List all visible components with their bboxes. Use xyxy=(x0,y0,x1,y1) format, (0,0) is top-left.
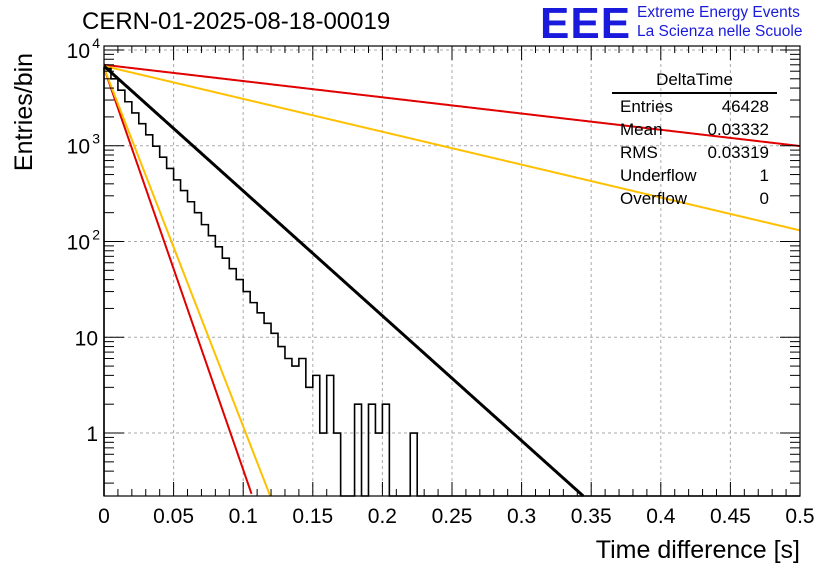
x-tick-label: 0.3 xyxy=(507,505,536,528)
stats-label: RMS xyxy=(620,143,658,162)
y-tick-label: 1 xyxy=(86,423,98,446)
stats-value: 0.03319 xyxy=(707,143,769,162)
histogram-bin xyxy=(313,375,320,496)
y-tick-label: 10 xyxy=(67,136,90,159)
fit-curve-main xyxy=(102,64,585,498)
logo-caption: Extreme Energy Events La Scienza nelle S… xyxy=(637,3,802,41)
histogram-bin xyxy=(375,433,382,496)
histogram-bin xyxy=(118,90,125,496)
x-tick-labels: 0 0.05 0.1 0.15 0.2 0.25 0.3 0.35 0.4 0.45 0.5 xyxy=(98,505,814,528)
x-tick-label: 0.2 xyxy=(368,505,397,528)
histogram-bin xyxy=(355,404,362,496)
histogram-bin xyxy=(132,113,139,496)
histogram-bin xyxy=(188,202,195,496)
axis-ticks xyxy=(103,46,801,496)
x-tick-label: 0 xyxy=(98,505,110,528)
stats-row-overflow: Overflow 0 xyxy=(612,187,777,210)
histogram-bin xyxy=(236,280,243,496)
stats-row-mean: Mean 0.03332 xyxy=(612,118,777,141)
histogram-bin xyxy=(208,236,215,496)
x-tick-label: 0.05 xyxy=(153,505,194,528)
logo-line-1: Extreme Energy Events xyxy=(637,4,800,21)
histogram-bin xyxy=(285,359,292,496)
y-tick-label: 10 xyxy=(67,40,90,63)
x-tick-label: 0.15 xyxy=(292,505,333,528)
stats-row-underflow: Underflow 1 xyxy=(612,164,777,187)
logo-line-2: La Scienza nelle Scuole xyxy=(637,23,803,40)
stats-value: 0.03332 xyxy=(707,120,769,139)
y-tick-exponent: 3 xyxy=(92,131,100,147)
stats-value: 46428 xyxy=(721,97,769,116)
stats-box: DeltaTime Entries 46428 Mean 0.03332 RMS… xyxy=(612,69,777,210)
histogram-bin xyxy=(327,375,334,496)
histogram-bin xyxy=(382,404,389,496)
histogram-bin xyxy=(299,359,306,496)
y-axis-label: Entries/bin xyxy=(10,53,38,171)
x-axis-label: Time difference [s] xyxy=(596,536,800,564)
histogram-bin xyxy=(264,323,271,496)
eee-logo: EEE xyxy=(540,0,632,48)
y-tick-label: 10 xyxy=(67,231,90,254)
histogram-bin xyxy=(271,333,278,496)
fit-curve xyxy=(102,64,585,498)
histogram-bin xyxy=(278,347,285,496)
histogram-bin xyxy=(292,366,299,496)
chart-title: CERN-01-2025-08-18-00019 xyxy=(82,8,391,35)
x-tick-label: 0.25 xyxy=(432,505,473,528)
histogram-bin xyxy=(167,168,174,496)
stats-label: Underflow xyxy=(620,166,697,185)
x-tick-label: 0.1 xyxy=(229,505,258,528)
histogram-bin xyxy=(194,213,201,496)
stats-value: 0 xyxy=(759,189,769,208)
x-tick-label: 0.35 xyxy=(571,505,612,528)
histogram-bin xyxy=(181,191,188,496)
y-tick-exponent: 2 xyxy=(92,226,100,242)
histogram-bin xyxy=(229,269,236,496)
histogram-bin xyxy=(250,303,257,496)
stats-label: Mean xyxy=(620,120,663,139)
histogram-bin xyxy=(306,387,313,496)
histogram-bin xyxy=(320,433,327,496)
histogram-bin xyxy=(410,433,417,496)
fit-curve xyxy=(103,67,272,497)
x-tick-label: 0.45 xyxy=(710,505,751,528)
stats-row-rms: RMS 0.03319 xyxy=(612,141,777,164)
stats-label: Entries xyxy=(620,97,673,116)
fit-curves xyxy=(103,63,801,497)
x-tick-label: 0.4 xyxy=(646,505,676,528)
fit-curve xyxy=(103,63,801,148)
histogram-bin xyxy=(368,404,375,496)
histogram-bin xyxy=(174,180,181,496)
stats-row-entries: Entries 46428 xyxy=(612,95,777,118)
fit-curve xyxy=(103,67,253,495)
x-tick-label: 0.5 xyxy=(785,505,814,528)
stats-value: 1 xyxy=(759,166,769,185)
histogram-bin xyxy=(104,69,111,496)
histogram-bin xyxy=(334,433,341,496)
stats-label: Overflow xyxy=(620,189,688,208)
histogram-bin xyxy=(160,157,167,496)
histogram-bin xyxy=(243,292,250,496)
y-tick-label: 10 xyxy=(75,327,98,350)
stats-title: DeltaTime xyxy=(612,69,777,94)
fit-curve xyxy=(103,65,801,232)
y-tick-exponent: 4 xyxy=(92,35,100,51)
histogram-bin xyxy=(125,102,132,496)
